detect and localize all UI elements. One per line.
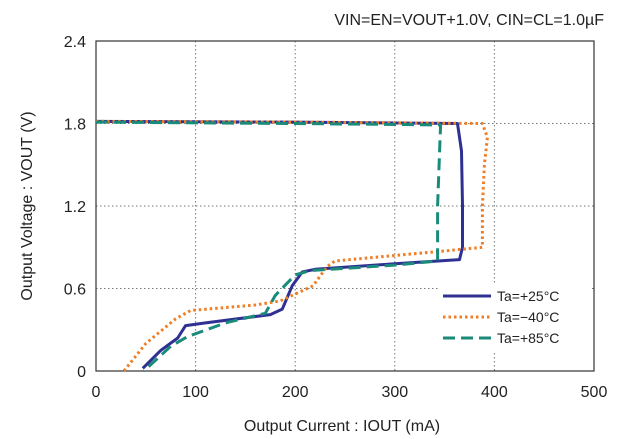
plot-area <box>95 40 595 372</box>
y-axis-ticks: 0 0.6 1.2 1.8 2.4 <box>64 34 86 381</box>
series-line-3 <box>95 120 443 373</box>
legend: Ta=+25°C Ta=−40°C Ta=+85°C <box>439 284 592 351</box>
y-tick-label: 0.6 <box>64 282 86 299</box>
y-tick-label: 0 <box>77 364 86 381</box>
x-tick-label: 300 <box>381 384 408 401</box>
x-tick-label: 200 <box>282 384 309 401</box>
legend-label-3: Ta=+85°C <box>497 330 559 346</box>
series-line-1 <box>95 119 464 370</box>
x-tick-label: 500 <box>581 384 608 401</box>
x-tick-label: 400 <box>481 384 508 401</box>
chart-title: VIN=EN=VOUT+1.0V, CIN=CL=1.0µF <box>334 12 604 29</box>
x-tick-label: 100 <box>182 384 209 401</box>
y-tick-label: 1.2 <box>64 199 86 216</box>
x-tick-label: 0 <box>92 384 101 401</box>
series-layer <box>95 119 489 373</box>
legend-label-1: Ta=+25°C <box>497 288 559 304</box>
y-tick-label: 1.8 <box>64 117 86 134</box>
y-axis-label: Output Voltage : VOUT (V) <box>19 111 36 300</box>
legend-label-2: Ta=−40°C <box>497 309 559 325</box>
x-axis-label: Output Current : IOUT (mA) <box>244 418 440 435</box>
series-line-2 <box>95 119 489 372</box>
x-axis-ticks: 0 100 200 300 400 500 <box>92 384 608 401</box>
y-tick-label: 2.4 <box>64 34 86 51</box>
